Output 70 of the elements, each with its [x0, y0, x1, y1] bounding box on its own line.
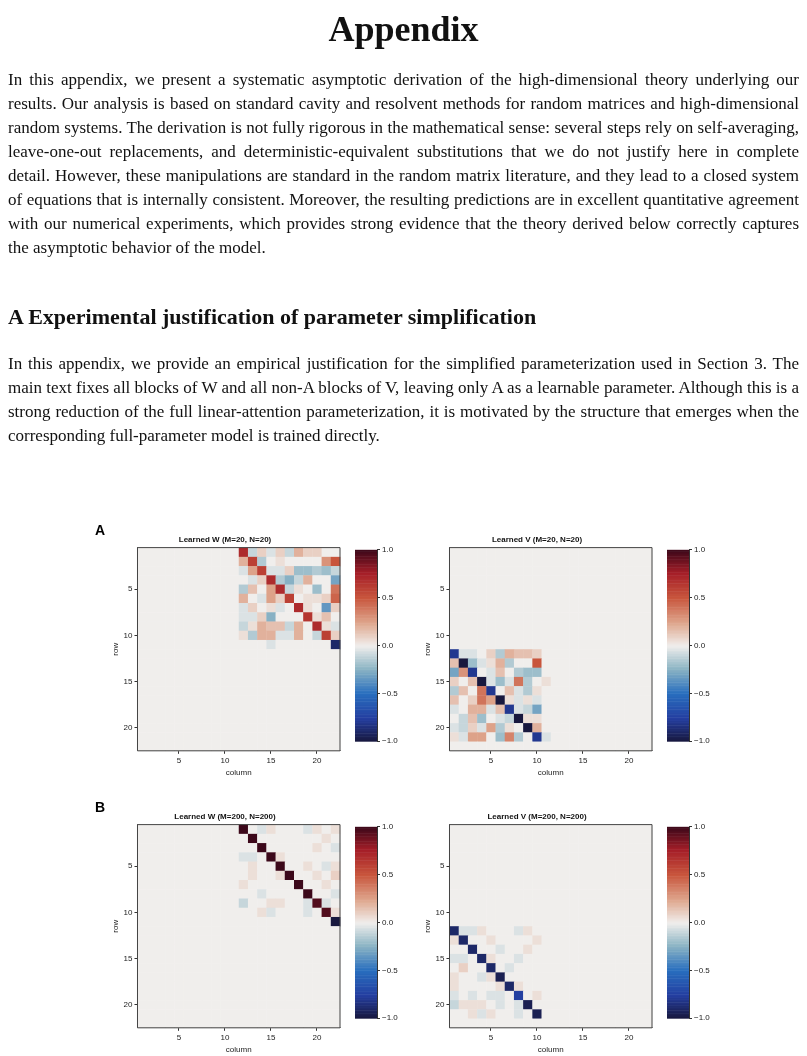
y-tick-label: 20	[123, 722, 134, 732]
y-tick-label: 10	[123, 907, 134, 917]
x-axis-title: column	[537, 1045, 564, 1055]
color-bar-label: 0.0	[382, 917, 394, 927]
color-bar-label: 0.0	[382, 640, 394, 650]
text: B	[95, 799, 106, 815]
x-tick-label: 20	[312, 755, 322, 765]
x-tick-label: 15	[266, 1032, 276, 1042]
color-bar-label: −0.5	[382, 965, 399, 975]
y-tick-label: 20	[123, 999, 134, 1009]
x-tick-label: 20	[624, 755, 634, 765]
color-bar-label: 1.0	[382, 822, 394, 831]
x-tick-label: 10	[532, 1032, 542, 1042]
y-axis-title: row	[111, 642, 120, 656]
x-tick-label: 5	[488, 1032, 494, 1042]
y-tick-label: 5	[440, 584, 446, 594]
text: In this appendix, we provide an empirical justification for the simplified parameterization used in Section 3. The main text fixes all blocks of W and all non-A blocks of V, leaving only A as a learnable parameter. Although this is a strong reduction of the full linear-attention parameterization, it is motivated by the structure that emerges when the corresponding full-parameter model is trained directly.	[8, 353, 799, 447]
color-bar-label: −1.0	[694, 1013, 711, 1023]
color-bar-label: 1.0	[694, 822, 706, 831]
y-tick-label: 5	[128, 584, 134, 594]
color-bar-label: 0.5	[382, 869, 394, 879]
y-tick-label: 15	[123, 953, 134, 963]
x-tick-label: 5	[176, 755, 182, 765]
text: In this appendix, we present a systematic asymptotic derivation of the high-dimensional theory underlying our results. Our analysis is based on standard cavity and resolvent methods for random matrices and high-dimensional random systems. The derivation is not fully rigorous in the mathematical sense: several steps rely on self-averaging, leave-one-out replacements, and deterministic-equivalent substitutions that we do not justify here in complete detail. However, these manipulations are standard in the random matrix literature, and they lead to a closed system of equations that is internally consistent. Moreover, the resulting predictions are in excellent quantitative agreement with our numerical experiments, which provides strong evidence that the theory derived below correctly captures the asymptotic behavior of the model.	[8, 69, 799, 259]
x-tick-label: 10	[220, 755, 230, 765]
y-tick-label: 5	[128, 861, 134, 871]
x-axis-title: column	[225, 768, 252, 778]
y-tick-label: 5	[440, 861, 446, 871]
text: Appendix	[327, 8, 480, 50]
y-axis-title: row	[423, 919, 432, 933]
x-axis-title: column	[225, 1045, 252, 1055]
y-axis-title: row	[423, 642, 432, 656]
color-bar-label: −1.0	[382, 736, 399, 746]
text: A	[95, 522, 106, 538]
color-bar-label: −1.0	[382, 1013, 399, 1023]
color-bar-label: −1.0	[694, 736, 711, 746]
x-tick-label: 10	[532, 755, 542, 765]
x-tick-label: 15	[266, 755, 276, 765]
color-bar-label: 0.5	[694, 869, 706, 879]
color-bar-label: 0.0	[694, 917, 706, 927]
x-tick-label: 15	[578, 1032, 588, 1042]
chart-title: Learned V (M=200, N=200)	[487, 812, 587, 821]
x-tick-label: 20	[312, 1032, 322, 1042]
y-tick-label: 20	[435, 722, 446, 732]
chart-title: Learned W (M=200, N=200)	[174, 812, 277, 821]
chart-title: Learned V (M=20, N=20)	[491, 535, 583, 544]
y-tick-label: 20	[435, 999, 446, 1009]
x-tick-label: 20	[624, 1032, 634, 1042]
y-tick-label: 15	[435, 953, 446, 963]
text: A Experimental justification of parameter simplification	[8, 304, 538, 330]
y-axis-title: row	[111, 919, 120, 933]
x-tick-label: 5	[488, 755, 494, 765]
color-bar-label: 0.0	[694, 640, 706, 650]
x-tick-label: 15	[578, 755, 588, 765]
color-bar-label: −0.5	[694, 688, 711, 698]
y-tick-label: 15	[435, 676, 446, 686]
y-tick-label: 15	[123, 676, 134, 686]
x-tick-label: 10	[220, 1032, 230, 1042]
color-bar-label: 0.5	[694, 592, 706, 602]
chart-title: Learned W (M=20, N=20)	[178, 535, 272, 544]
y-tick-label: 10	[435, 907, 446, 917]
y-tick-label: 10	[435, 630, 446, 640]
color-bar-label: −0.5	[694, 965, 711, 975]
color-bar-label: 1.0	[694, 545, 706, 554]
color-bar-label: −0.5	[382, 688, 399, 698]
color-bar-label: 1.0	[382, 545, 394, 554]
color-bar-label: 0.5	[382, 592, 394, 602]
y-tick-label: 10	[123, 630, 134, 640]
x-tick-label: 5	[176, 1032, 182, 1042]
x-axis-title: column	[537, 768, 564, 778]
